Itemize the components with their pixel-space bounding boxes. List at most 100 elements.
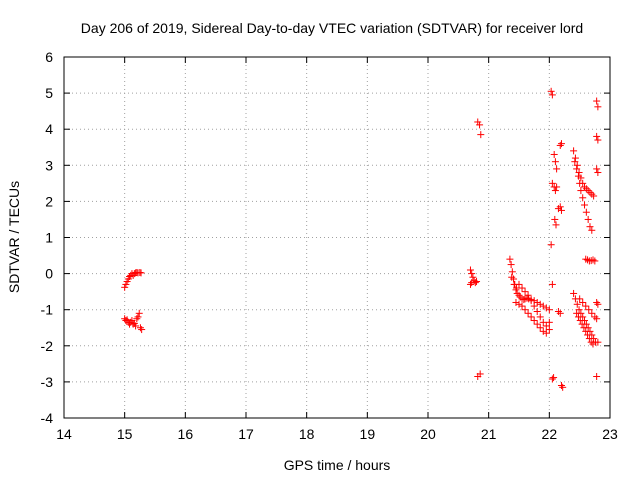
data-point [575,169,583,177]
data-points [121,87,602,391]
y-tick-label: -4 [41,410,54,426]
data-point [588,190,596,198]
data-point [533,308,541,316]
data-point [593,132,601,140]
data-point [553,183,561,191]
data-point [557,140,565,148]
data-point [468,279,476,287]
data-point [588,309,596,317]
y-tick-label: 0 [45,266,53,282]
data-point [521,288,529,296]
data-point [573,165,581,173]
data-point [580,324,588,332]
data-point [557,382,565,390]
data-point [545,326,553,334]
data-point [589,256,597,264]
data-point [582,185,590,193]
x-axis-label: GPS time / hours [284,457,391,473]
axis-ticks [63,56,611,419]
data-point [548,375,556,383]
data-point [524,309,532,317]
data-point [570,147,578,155]
data-point [587,338,595,346]
data-point [554,308,562,316]
data-point [579,298,587,306]
data-point [506,255,514,263]
x-tick-label: 17 [238,426,254,442]
data-point [594,103,602,111]
x-tick-label: 14 [56,426,72,442]
data-point [536,300,544,308]
data-point [586,223,594,231]
data-point [594,169,602,177]
x-tick-label: 20 [420,426,436,442]
data-point [507,261,515,269]
data-point [133,315,141,323]
data-point [582,302,590,310]
x-tick-label: 18 [299,426,315,442]
y-tick-label: 2 [45,193,53,209]
data-point [581,183,589,191]
data-point [476,121,484,129]
y-tick-label: -3 [41,374,54,390]
data-point [551,158,559,166]
data-point [539,318,547,326]
data-point [593,372,601,380]
data-point [571,154,579,162]
data-point [576,317,584,325]
data-point [594,136,602,144]
data-point [539,327,547,335]
data-point [593,165,601,173]
data-point [584,215,592,223]
data-point [508,268,516,276]
data-point [536,313,544,321]
data-point [570,289,578,297]
data-point [542,322,550,330]
data-point [515,280,523,288]
data-point [559,383,567,391]
x-tick-label: 22 [542,426,558,442]
data-point [591,313,599,321]
data-point [584,187,592,195]
data-point [578,320,586,328]
data-point [466,266,474,274]
y-tick-label: 4 [45,121,53,137]
data-point [586,188,594,196]
data-point [122,280,130,288]
data-point [536,324,544,332]
data-point [523,294,531,302]
data-point [473,278,481,286]
data-point [594,338,602,346]
data-point [132,322,140,330]
data-point [554,205,562,213]
data-point [573,300,581,308]
data-point [557,206,565,214]
data-point [476,370,484,378]
data-point [477,131,485,139]
data-point [513,289,521,297]
data-point [539,302,547,310]
data-point [548,91,556,99]
data-point [548,179,556,187]
data-point [553,165,561,173]
data-point [516,293,524,301]
data-point [591,257,599,265]
data-point [533,298,541,306]
data-point [521,306,529,314]
y-tick-label: 5 [45,85,53,101]
x-tick-label: 23 [602,426,618,442]
data-point [593,315,601,323]
data-point [552,221,560,229]
data-point [545,318,553,326]
data-point [533,320,541,328]
data-point [474,118,482,126]
y-tick-label: 1 [45,230,53,246]
data-point [518,302,526,310]
data-point [573,309,581,317]
data-point [593,298,601,306]
y-tick-label: 6 [45,49,53,65]
data-point [135,309,143,317]
